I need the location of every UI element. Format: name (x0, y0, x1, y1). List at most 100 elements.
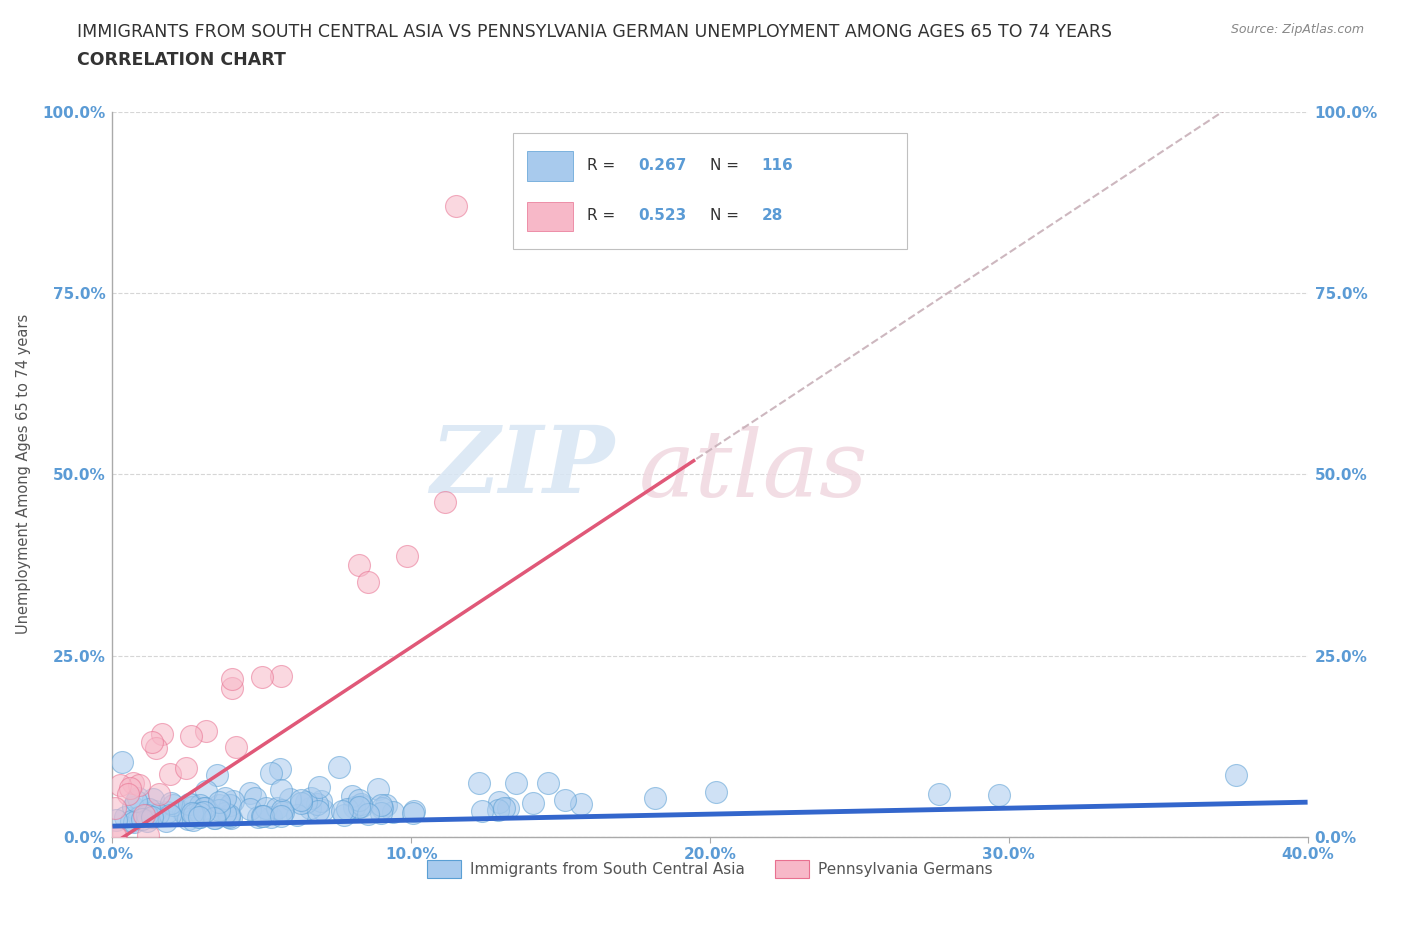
Text: R =: R = (586, 207, 620, 223)
Point (285, 808, 308, 823)
Point (357, 806, 380, 821)
Point (486, 803, 509, 817)
Point (218, 809, 240, 824)
Point (222, 793, 245, 808)
Y-axis label: Unemployment Among Ages 65 to 74 years: Unemployment Among Ages 65 to 74 years (17, 314, 31, 634)
Point (381, 804, 404, 819)
Text: R =: R = (586, 158, 620, 173)
Point (704, 785, 727, 800)
Point (290, 792, 312, 807)
Point (183, 809, 205, 824)
Text: 116: 116 (762, 158, 793, 173)
Point (181, 806, 204, 821)
Point (143, 804, 166, 818)
Point (217, 809, 239, 824)
Point (350, 796, 373, 811)
Point (367, 781, 389, 796)
Point (193, 804, 215, 819)
Point (336, 802, 359, 817)
Point (340, 789, 363, 804)
Point (188, 797, 211, 812)
Point (135, 808, 157, 823)
Text: ZIP: ZIP (430, 422, 614, 512)
Point (150, 726, 173, 741)
Point (181, 800, 204, 815)
Point (121, 800, 143, 815)
Point (108, 777, 131, 792)
Point (219, 798, 242, 813)
Point (145, 740, 167, 755)
Point (159, 807, 181, 822)
Point (188, 809, 211, 824)
Point (299, 790, 322, 805)
Point (172, 804, 194, 819)
Point (307, 804, 329, 818)
Point (371, 801, 394, 816)
Bar (527, 152, 572, 180)
Point (104, 813, 127, 828)
Point (537, 776, 560, 790)
Point (221, 671, 243, 686)
Point (269, 762, 291, 777)
Point (218, 808, 240, 823)
Point (180, 796, 202, 811)
Point (247, 809, 270, 824)
Point (260, 765, 283, 780)
Point (142, 792, 165, 807)
Point (136, 827, 159, 842)
Point (370, 806, 392, 821)
Point (404, 804, 426, 818)
Point (402, 805, 425, 820)
Point (195, 784, 218, 799)
Point (350, 798, 373, 813)
Point (202, 811, 225, 826)
Point (305, 797, 328, 812)
Point (290, 795, 312, 810)
Point (294, 794, 316, 809)
Point (1225, 768, 1247, 783)
Point (195, 724, 218, 738)
Point (194, 801, 217, 816)
Text: atlas: atlas (638, 426, 868, 515)
Text: N =: N = (710, 158, 744, 173)
Point (494, 800, 516, 815)
Text: N =: N = (710, 207, 744, 223)
Text: Source: ZipAtlas.com: Source: ZipAtlas.com (1230, 23, 1364, 36)
FancyBboxPatch shape (513, 133, 907, 249)
Point (271, 804, 294, 819)
Point (488, 794, 510, 809)
Point (330, 804, 353, 818)
Point (104, 829, 127, 844)
Point (117, 787, 139, 802)
Point (312, 803, 335, 817)
Point (160, 795, 183, 810)
Point (343, 800, 366, 815)
Point (270, 669, 292, 684)
Point (162, 797, 184, 812)
Point (128, 810, 150, 825)
Text: 28: 28 (762, 207, 783, 223)
Text: CORRELATION CHART: CORRELATION CHART (77, 51, 287, 69)
Point (252, 808, 274, 823)
Point (121, 776, 143, 790)
Point (190, 809, 212, 824)
Point (270, 809, 292, 824)
Point (181, 812, 204, 827)
Point (260, 809, 283, 824)
Point (308, 779, 330, 794)
Point (370, 797, 392, 812)
Point (505, 776, 527, 790)
Point (239, 802, 262, 817)
Point (309, 793, 332, 808)
Point (155, 814, 177, 829)
Point (111, 754, 134, 769)
Point (125, 794, 148, 809)
Point (266, 801, 288, 816)
Point (239, 786, 262, 801)
Text: 0.523: 0.523 (638, 207, 686, 223)
Point (347, 792, 370, 807)
Point (243, 790, 266, 805)
Text: IMMIGRANTS FROM SOUTH CENTRAL ASIA VS PENNSYLVANIA GERMAN UNEMPLOYMENT AMONG AGE: IMMIGRANTS FROM SOUTH CENTRAL ASIA VS PE… (77, 23, 1112, 41)
Point (252, 670, 274, 684)
Point (183, 806, 205, 821)
